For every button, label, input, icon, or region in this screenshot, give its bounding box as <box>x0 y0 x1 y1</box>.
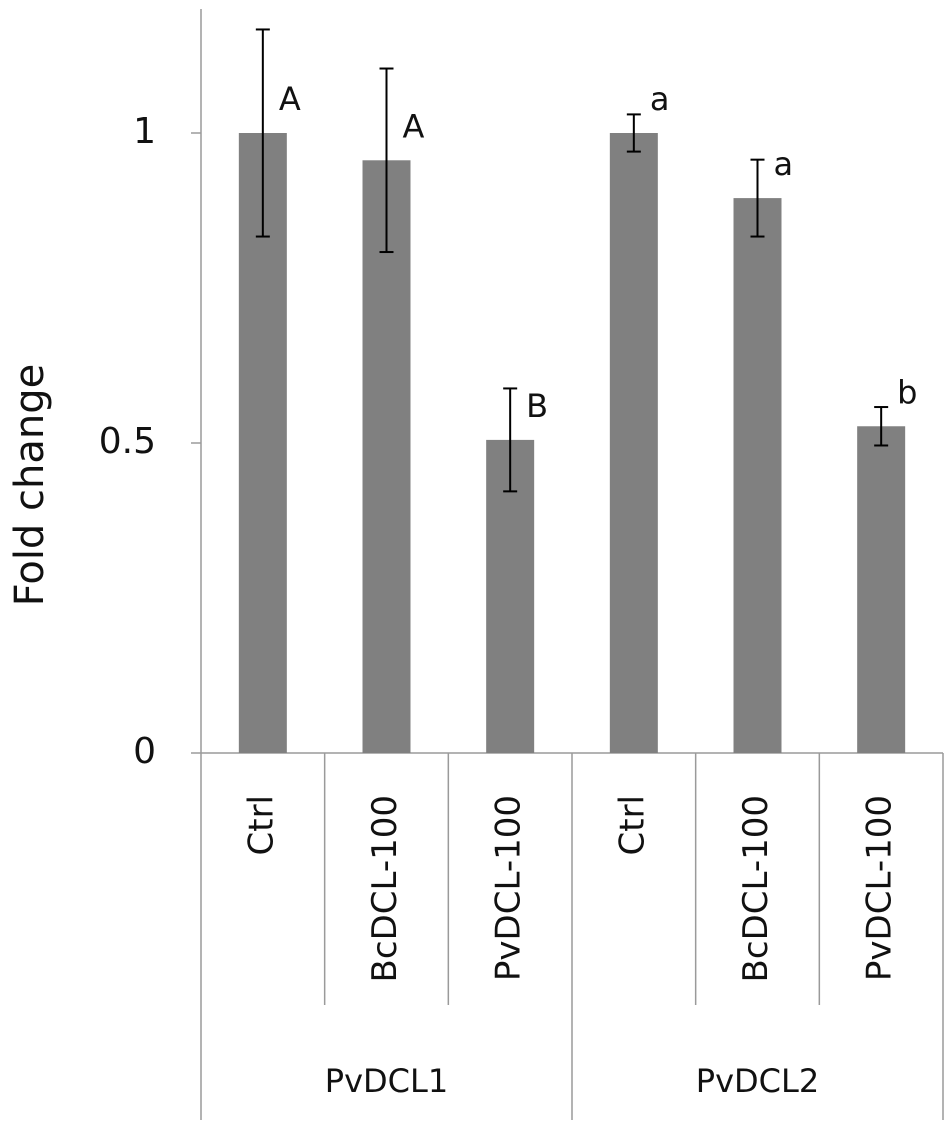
error-bar <box>750 158 765 238</box>
significance-letter: A <box>403 107 425 145</box>
error-bar <box>874 406 889 447</box>
significance-letter: a <box>650 80 670 118</box>
significance-letter: B <box>526 387 548 425</box>
x-tick-label: BcDCL-100 <box>736 795 776 982</box>
x-tick-label: Ctrl <box>241 795 281 856</box>
x-tick-label: PvDCL-100 <box>860 795 900 981</box>
bar <box>362 160 411 753</box>
x-tick-label: Ctrl <box>612 795 652 856</box>
y-axis-title: Fold change <box>7 364 53 606</box>
error-bar <box>626 113 641 153</box>
error-bar <box>255 28 270 238</box>
y-tick-label: 1 <box>133 111 156 152</box>
group-label: PvDCL2 <box>696 1062 819 1100</box>
x-tick-label: BcDCL-100 <box>365 795 405 982</box>
bar <box>733 198 782 754</box>
bar <box>857 426 906 753</box>
error-bar <box>379 67 394 254</box>
y-tick-label: 0.5 <box>99 421 156 462</box>
x-tick-label: PvDCL-100 <box>489 795 529 981</box>
significance-letter: A <box>279 80 301 118</box>
y-tick-label: 0 <box>133 731 156 772</box>
error-bar <box>503 387 518 493</box>
group-label: PvDCL1 <box>325 1062 448 1100</box>
bar <box>609 133 658 753</box>
significance-letter: b <box>897 373 917 411</box>
significance-letter: a <box>774 145 794 183</box>
